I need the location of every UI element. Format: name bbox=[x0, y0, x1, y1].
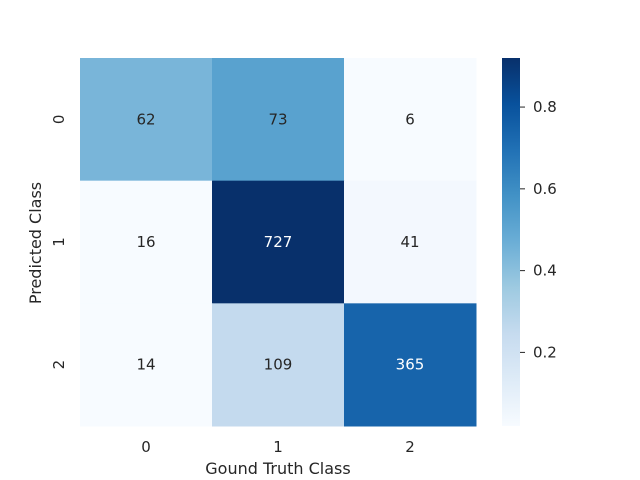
x-tick-label-1: 1 bbox=[273, 438, 283, 456]
x-axis-label: Gound Truth Class bbox=[205, 459, 350, 478]
heatmap-cell-0-2 bbox=[344, 58, 477, 182]
y-axis-label: Predicted Class bbox=[26, 182, 45, 304]
colorbar-tick-label-0: 0.2 bbox=[533, 343, 557, 361]
cell-value-0-2: 6 bbox=[405, 110, 415, 128]
heatmap-cells bbox=[80, 58, 477, 427]
x-axis-ticks: 0 1 2 bbox=[141, 438, 415, 456]
heatmap-cell-1-1 bbox=[212, 180, 345, 304]
cell-value-1-0: 16 bbox=[136, 233, 155, 251]
y-tick-label-1: 1 bbox=[50, 237, 68, 247]
cell-value-0-1: 73 bbox=[268, 110, 287, 128]
x-tick-label-2: 2 bbox=[405, 438, 415, 456]
heatmap-cell-0-1 bbox=[212, 58, 345, 182]
y-tick-label-0: 0 bbox=[50, 115, 68, 125]
colorbar-tick-label-1: 0.4 bbox=[533, 262, 557, 280]
colorbar-tick-label-3: 0.8 bbox=[533, 98, 557, 116]
heatmap-cell-0-0 bbox=[80, 58, 213, 182]
heatmap-cell-1-2 bbox=[344, 180, 477, 304]
y-axis-ticks: 0 1 2 bbox=[50, 115, 68, 370]
colorbar-ticks: 0.2 0.4 0.6 0.8 bbox=[520, 98, 557, 361]
colorbar-tick-label-2: 0.6 bbox=[533, 180, 557, 198]
cell-value-1-1: 727 bbox=[264, 233, 293, 251]
cell-value-0-0: 62 bbox=[136, 110, 155, 128]
heatmap-cell-2-2 bbox=[344, 303, 477, 427]
colorbar bbox=[502, 58, 520, 426]
cell-value-2-1: 109 bbox=[264, 356, 293, 374]
cell-value-2-2: 365 bbox=[396, 356, 425, 374]
heatmap-cell-2-0 bbox=[80, 303, 213, 427]
cell-value-1-2: 41 bbox=[400, 233, 419, 251]
heatmap-cell-2-1 bbox=[212, 303, 345, 427]
y-tick-label-2: 2 bbox=[50, 360, 68, 370]
heatmap-cell-1-0 bbox=[80, 180, 213, 304]
cell-value-2-0: 14 bbox=[136, 356, 155, 374]
cell-value-labels: 62 73 6 16 727 41 14 109 365 bbox=[136, 110, 424, 373]
x-tick-label-0: 0 bbox=[141, 438, 151, 456]
